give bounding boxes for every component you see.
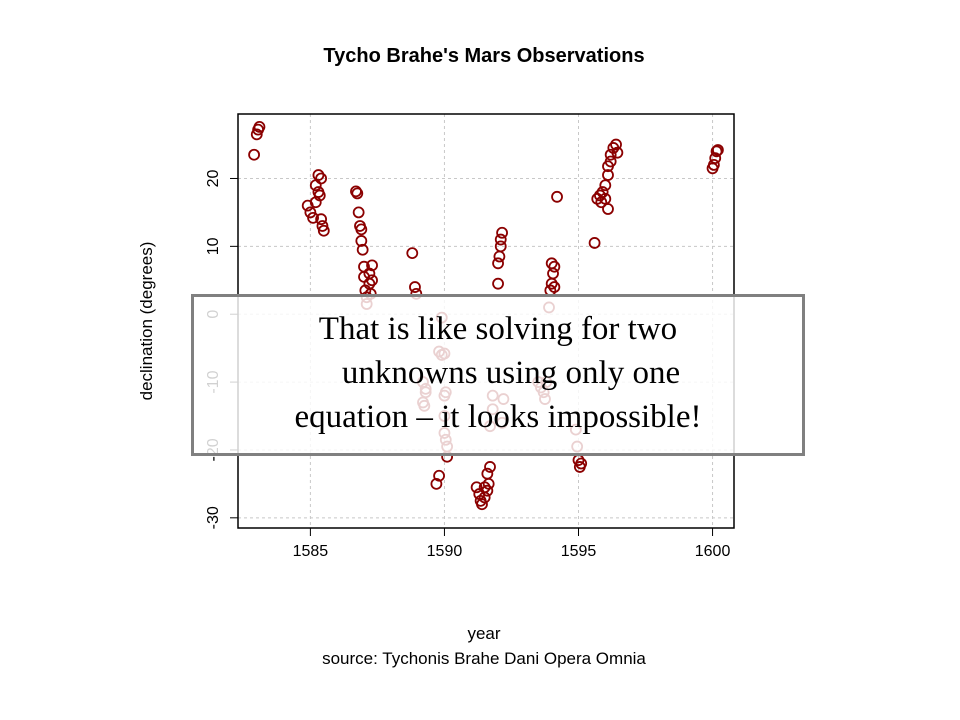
data-point [492,277,504,290]
data-point [315,172,328,185]
x-axis-label: year [467,624,500,643]
overlay-line-2: unknowns using only one [341,355,681,391]
data-point [366,259,378,272]
data-point [575,457,588,470]
data-point [312,169,325,181]
data-point [316,220,329,232]
data-point [494,240,507,253]
data-point [356,243,369,256]
data-point [610,138,622,151]
overlay-textbox: That is like solving for two unknowns us… [191,294,805,456]
data-point [494,233,507,246]
data-point [545,257,558,270]
overlay-line-1: That is like solving for two [318,311,678,347]
data-point [588,237,601,249]
data-point [250,128,263,141]
x-tick-label: 1585 [293,543,329,560]
x-tick-label: 1595 [561,543,597,560]
chart-title: Tycho Brahe's Mars Observations [323,45,644,67]
data-point [476,498,488,511]
data-point [352,206,365,219]
y-tick-label: 20 [205,169,222,187]
data-point [484,461,496,473]
data-point [248,148,260,161]
data-point [611,146,624,159]
y-axis-label: declination (degrees) [137,242,156,401]
y-tick-label: -30 [205,506,222,529]
data-point [304,206,317,219]
data-point [253,120,266,133]
data-point [551,190,563,203]
source-note: source: Tychonis Brahe Dani Opera Omnia [322,649,646,668]
data-point [596,186,609,198]
data-point [548,281,561,293]
data-point [709,152,722,165]
data-point [710,145,723,158]
data-point [492,257,504,270]
data-point [351,187,364,200]
data-point [604,155,617,168]
data-point [496,226,508,239]
data-point [307,211,319,224]
data-point [317,224,330,237]
overlay-line-3: equation – it looks impossible! [294,399,702,435]
data-point [313,189,326,202]
data-point [430,477,443,490]
data-point [406,247,419,260]
data-point [602,169,614,181]
data-point [493,250,506,263]
data-point [712,144,724,156]
data-point [604,148,617,161]
data-point [602,203,614,215]
x-tick-label: 1600 [695,543,731,560]
data-point [470,481,483,494]
data-point [481,484,494,497]
data-point [481,467,494,480]
data-point [315,213,328,226]
y-tick-label: 10 [205,237,222,255]
x-axis: 1585 1590 1595 1600 [293,528,731,560]
data-point [350,185,362,198]
x-tick-label: 1590 [427,543,463,560]
data-point [548,260,561,273]
data-point [409,281,421,293]
data-point [433,469,445,482]
data-point [366,274,378,287]
data-point [707,159,720,171]
data-point [355,235,368,247]
data-point [355,223,368,236]
